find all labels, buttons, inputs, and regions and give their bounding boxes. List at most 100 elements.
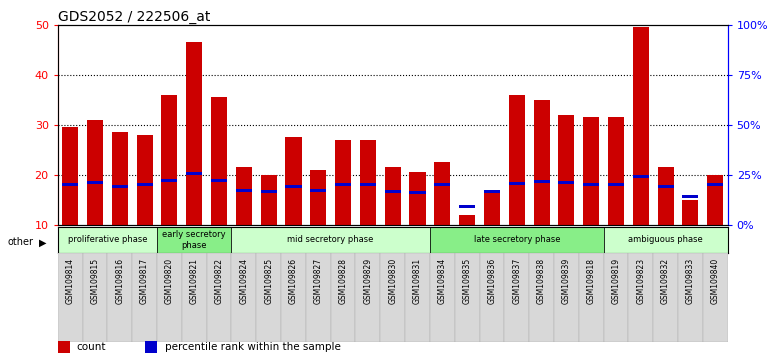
Text: GSM109833: GSM109833 bbox=[686, 258, 695, 304]
Bar bbox=[157, 253, 182, 342]
Text: GSM109834: GSM109834 bbox=[438, 258, 447, 304]
Bar bbox=[330, 253, 356, 342]
Bar bbox=[430, 227, 604, 253]
Bar bbox=[310, 189, 326, 192]
Bar bbox=[583, 183, 599, 186]
Bar bbox=[455, 253, 480, 342]
Bar bbox=[107, 253, 132, 342]
Bar bbox=[157, 227, 232, 253]
Bar bbox=[554, 253, 579, 342]
Bar bbox=[260, 175, 276, 225]
Text: GSM109837: GSM109837 bbox=[512, 258, 521, 304]
Bar bbox=[509, 182, 525, 185]
Text: ▶: ▶ bbox=[38, 238, 46, 247]
Text: GSM109830: GSM109830 bbox=[388, 258, 397, 304]
Bar bbox=[658, 185, 674, 188]
Text: count: count bbox=[76, 342, 106, 352]
Bar bbox=[335, 183, 351, 186]
Bar bbox=[604, 227, 728, 253]
Bar bbox=[136, 183, 152, 186]
Text: GSM109825: GSM109825 bbox=[264, 258, 273, 304]
Bar bbox=[385, 167, 400, 225]
Bar bbox=[182, 253, 206, 342]
Bar bbox=[484, 192, 500, 225]
Bar bbox=[608, 117, 624, 225]
Bar bbox=[162, 179, 177, 182]
Bar bbox=[434, 162, 450, 225]
Text: GSM109815: GSM109815 bbox=[90, 258, 99, 304]
Bar bbox=[236, 189, 252, 192]
Bar bbox=[380, 253, 405, 342]
Bar bbox=[484, 190, 500, 193]
Bar bbox=[608, 183, 624, 186]
Bar bbox=[310, 170, 326, 225]
Bar bbox=[534, 180, 550, 183]
Text: proliferative phase: proliferative phase bbox=[68, 235, 147, 244]
Bar bbox=[136, 135, 152, 225]
Bar bbox=[480, 253, 504, 342]
Bar bbox=[459, 205, 475, 208]
Bar bbox=[286, 137, 302, 225]
Text: GSM109831: GSM109831 bbox=[413, 258, 422, 304]
Text: GSM109819: GSM109819 bbox=[611, 258, 621, 304]
Text: GSM109840: GSM109840 bbox=[711, 258, 720, 304]
Bar bbox=[658, 167, 674, 225]
Text: GDS2052 / 222506_at: GDS2052 / 222506_at bbox=[58, 10, 210, 24]
Bar bbox=[529, 253, 554, 342]
Bar bbox=[707, 183, 723, 186]
Bar bbox=[82, 253, 107, 342]
Bar bbox=[628, 253, 653, 342]
Bar bbox=[112, 132, 128, 225]
Bar bbox=[162, 95, 177, 225]
Text: GSM109829: GSM109829 bbox=[363, 258, 373, 304]
Bar bbox=[385, 190, 400, 193]
Bar bbox=[410, 172, 426, 225]
Bar bbox=[281, 253, 306, 342]
Bar bbox=[211, 179, 227, 182]
Text: GSM109817: GSM109817 bbox=[140, 258, 149, 304]
Bar bbox=[211, 97, 227, 225]
Bar bbox=[434, 183, 450, 186]
Bar bbox=[682, 195, 698, 198]
Bar bbox=[62, 127, 79, 225]
Bar bbox=[583, 117, 599, 225]
Text: GSM109836: GSM109836 bbox=[487, 258, 497, 304]
Bar bbox=[236, 167, 252, 225]
Bar bbox=[558, 115, 574, 225]
Bar bbox=[286, 185, 302, 188]
Bar bbox=[707, 175, 723, 225]
Bar bbox=[356, 253, 380, 342]
Bar bbox=[604, 253, 628, 342]
Bar bbox=[509, 95, 525, 225]
Bar bbox=[335, 140, 351, 225]
Bar bbox=[459, 215, 475, 225]
Bar bbox=[534, 100, 550, 225]
Text: GSM109827: GSM109827 bbox=[313, 258, 323, 304]
Bar bbox=[58, 227, 157, 253]
Text: mid secretory phase: mid secretory phase bbox=[287, 235, 374, 244]
Bar bbox=[504, 253, 529, 342]
Bar bbox=[186, 172, 203, 175]
Bar bbox=[206, 253, 232, 342]
Bar bbox=[132, 253, 157, 342]
Bar bbox=[703, 253, 728, 342]
Bar bbox=[579, 253, 604, 342]
Text: percentile rank within the sample: percentile rank within the sample bbox=[165, 342, 341, 352]
Bar bbox=[260, 190, 276, 193]
Text: GSM109822: GSM109822 bbox=[215, 258, 223, 303]
Bar bbox=[87, 120, 103, 225]
Text: GSM109823: GSM109823 bbox=[636, 258, 645, 304]
Bar bbox=[678, 253, 703, 342]
Text: GSM109820: GSM109820 bbox=[165, 258, 174, 304]
Text: GSM109832: GSM109832 bbox=[661, 258, 670, 304]
Bar bbox=[653, 253, 678, 342]
Text: other: other bbox=[8, 238, 34, 247]
Bar bbox=[682, 200, 698, 225]
Text: GSM109818: GSM109818 bbox=[587, 258, 596, 303]
Text: GSM109821: GSM109821 bbox=[189, 258, 199, 303]
Bar bbox=[58, 341, 70, 353]
Bar bbox=[87, 181, 103, 184]
Text: GSM109839: GSM109839 bbox=[562, 258, 571, 304]
Bar bbox=[360, 140, 376, 225]
Text: early secretory
phase: early secretory phase bbox=[162, 230, 226, 250]
